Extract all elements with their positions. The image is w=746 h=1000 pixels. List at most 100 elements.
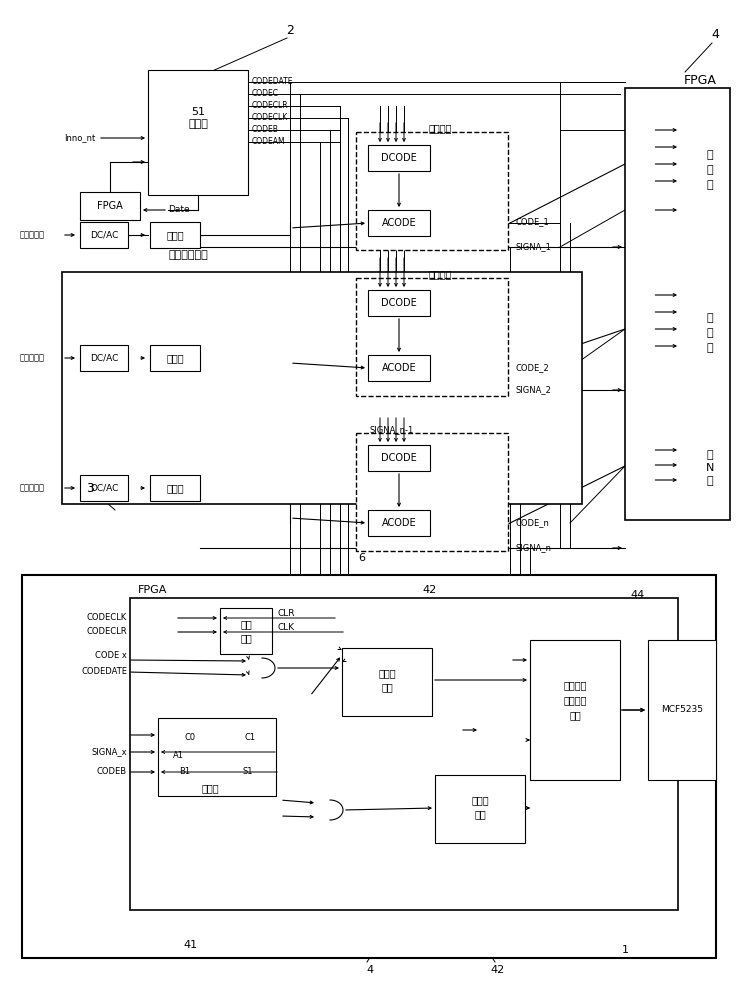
Text: 数据总线: 数据总线 xyxy=(563,680,587,690)
Text: 一: 一 xyxy=(706,165,713,175)
Text: 串行转: 串行转 xyxy=(471,795,489,805)
Bar xyxy=(80,222,128,248)
Text: N: N xyxy=(706,463,714,473)
Text: FPGA: FPGA xyxy=(683,74,716,87)
Bar xyxy=(368,445,430,471)
Text: 全加器: 全加器 xyxy=(201,783,219,793)
Text: 42: 42 xyxy=(491,965,505,975)
Bar xyxy=(368,355,430,381)
Text: SIGNA_x: SIGNA_x xyxy=(91,748,127,756)
Bar xyxy=(625,88,730,520)
Text: Date: Date xyxy=(168,206,189,215)
Bar xyxy=(148,70,248,195)
Bar xyxy=(648,640,716,780)
Text: 6: 6 xyxy=(359,553,366,563)
Bar xyxy=(220,608,272,654)
Bar xyxy=(22,575,716,958)
Text: 编码电路: 编码电路 xyxy=(428,269,452,279)
Bar xyxy=(158,718,276,796)
Text: Inno_nt: Inno_nt xyxy=(63,133,95,142)
Bar xyxy=(80,345,128,371)
Text: 开关: 开关 xyxy=(569,710,581,720)
Text: 一电平输入: 一电平输入 xyxy=(20,231,45,239)
Text: A1: A1 xyxy=(172,750,184,760)
Bar xyxy=(80,475,128,501)
Text: CODE x: CODE x xyxy=(95,652,127,660)
Bar xyxy=(356,132,508,250)
Text: CODECLK: CODECLK xyxy=(87,613,127,622)
Text: 42: 42 xyxy=(423,585,437,595)
Text: 变压器: 变压器 xyxy=(166,353,184,363)
Text: 1: 1 xyxy=(621,945,628,955)
Text: 3: 3 xyxy=(86,482,94,494)
Bar xyxy=(356,278,508,396)
Bar xyxy=(356,433,508,551)
Bar xyxy=(150,345,200,371)
Text: SIGNA_1: SIGNA_1 xyxy=(515,242,551,251)
Text: CODEB: CODEB xyxy=(252,125,279,134)
Text: 路: 路 xyxy=(706,343,713,353)
Text: CODE_2: CODE_2 xyxy=(515,363,549,372)
Text: FPGA: FPGA xyxy=(138,585,167,595)
Text: CODEC: CODEC xyxy=(252,90,279,99)
Text: 第: 第 xyxy=(706,150,713,160)
Text: CODE_1: CODE_1 xyxy=(515,218,549,227)
Bar xyxy=(62,272,582,504)
Text: 51
单片机: 51 单片机 xyxy=(188,107,208,129)
Text: ACODE: ACODE xyxy=(382,518,416,528)
Bar xyxy=(368,210,430,236)
Text: DC/AC: DC/AC xyxy=(90,231,118,239)
Text: 4: 4 xyxy=(711,28,719,41)
Bar xyxy=(150,475,200,501)
Bar xyxy=(80,192,140,220)
Text: 44: 44 xyxy=(631,590,645,600)
Text: SIGNA_n: SIGNA_n xyxy=(515,544,551,552)
Text: CODE_n: CODE_n xyxy=(515,518,549,528)
Text: 变压器: 变压器 xyxy=(166,483,184,493)
Text: CODECLK: CODECLK xyxy=(252,113,288,122)
Text: 路: 路 xyxy=(706,476,713,486)
Text: 编码电路: 编码电路 xyxy=(428,123,452,133)
Text: DCODE: DCODE xyxy=(381,298,417,308)
Text: 并行: 并行 xyxy=(381,682,393,692)
Text: CODEDATE: CODEDATE xyxy=(81,668,127,676)
Text: MCF5235: MCF5235 xyxy=(661,706,703,714)
Text: 安全输入电路: 安全输入电路 xyxy=(168,250,208,260)
Text: FPGA: FPGA xyxy=(97,201,123,211)
Bar xyxy=(368,510,430,536)
Text: 第: 第 xyxy=(706,450,713,460)
Text: SIGNA_n-1: SIGNA_n-1 xyxy=(370,426,414,434)
Text: CODECLR: CODECLR xyxy=(87,628,127,637)
Text: 多路选择: 多路选择 xyxy=(563,695,587,705)
Text: DC/AC: DC/AC xyxy=(90,484,118,492)
Text: 41: 41 xyxy=(183,940,197,950)
Text: 第: 第 xyxy=(706,313,713,323)
Text: ACODE: ACODE xyxy=(382,218,416,228)
Bar xyxy=(130,598,678,910)
Text: 路: 路 xyxy=(706,180,713,190)
Text: S1: S1 xyxy=(242,768,253,776)
Text: DCODE: DCODE xyxy=(381,453,417,463)
Bar xyxy=(342,648,432,716)
Bar xyxy=(368,290,430,316)
Text: 一电平输入: 一电平输入 xyxy=(20,484,45,492)
Text: DC/AC: DC/AC xyxy=(90,354,118,362)
Text: ACODE: ACODE xyxy=(382,363,416,373)
Text: 串行转: 串行转 xyxy=(378,668,396,678)
Text: CODECLR: CODECLR xyxy=(252,102,289,110)
Text: CLK: CLK xyxy=(278,624,295,633)
Text: CODEDATE: CODEDATE xyxy=(252,78,293,87)
Text: SIGNA_2: SIGNA_2 xyxy=(515,385,551,394)
Text: B1: B1 xyxy=(180,768,190,776)
Text: 变压器: 变压器 xyxy=(166,230,184,240)
Text: C1: C1 xyxy=(245,734,256,742)
Bar xyxy=(150,222,200,248)
Text: CLR: CLR xyxy=(278,609,295,618)
Text: 二: 二 xyxy=(706,328,713,338)
Bar xyxy=(530,640,620,780)
Text: C0: C0 xyxy=(184,734,195,742)
Text: 4: 4 xyxy=(366,965,374,975)
Bar xyxy=(368,145,430,171)
Text: 一电平输入: 一电平输入 xyxy=(20,354,45,362)
Text: 时钟: 时钟 xyxy=(240,619,252,629)
